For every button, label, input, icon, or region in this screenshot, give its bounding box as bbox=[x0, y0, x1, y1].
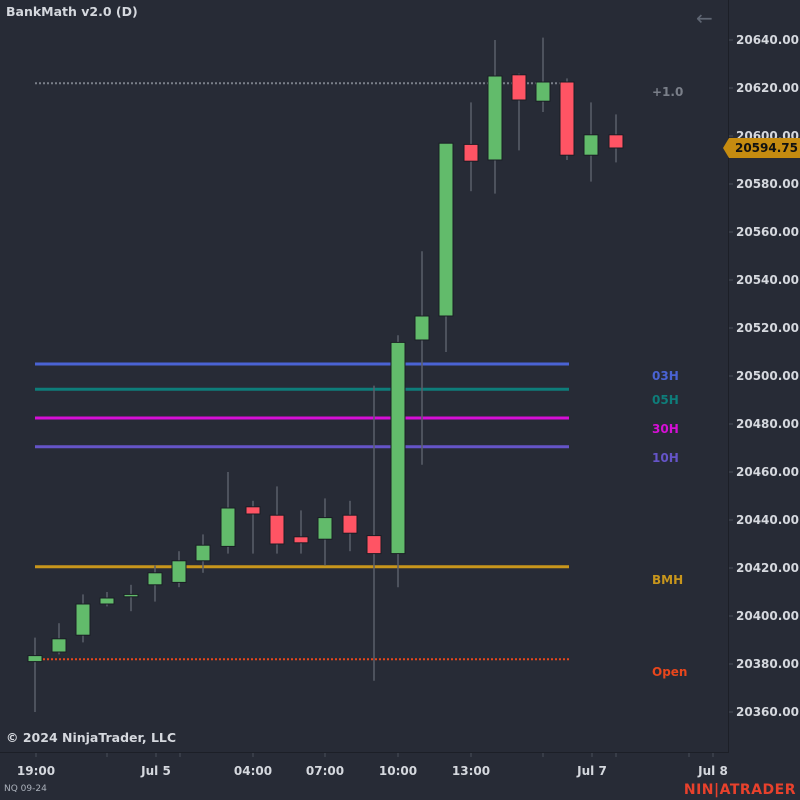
level-label-open: Open bbox=[652, 665, 688, 679]
level-label-bmh: BMH bbox=[652, 573, 684, 587]
axis-frame bbox=[0, 0, 733, 757]
candle bbox=[342, 500, 358, 552]
candle bbox=[366, 385, 382, 681]
candle bbox=[269, 486, 285, 554]
price-tick-label: 20560.00 bbox=[736, 225, 800, 239]
candle bbox=[608, 114, 624, 163]
level-lines bbox=[35, 82, 569, 661]
candle bbox=[390, 335, 406, 588]
price-tick-label: 20380.00 bbox=[736, 657, 800, 671]
candle bbox=[171, 551, 187, 588]
time-tick-label: 13:00 bbox=[451, 764, 491, 778]
level-label-03h: 03H bbox=[652, 369, 679, 383]
candle bbox=[317, 498, 333, 566]
fib-extension-label: +1.0 bbox=[652, 85, 684, 99]
candle bbox=[27, 637, 43, 712]
price-tick-label: 20620.00 bbox=[736, 81, 800, 95]
time-tick-label: 19:00 bbox=[16, 764, 56, 778]
time-tick-label: Jul 7 bbox=[577, 764, 607, 778]
candle bbox=[147, 565, 163, 602]
chart-title: BankMath v2.0 (D) bbox=[6, 4, 138, 19]
copyright-text: © 2024 NinjaTrader, LLC bbox=[6, 730, 177, 745]
candle bbox=[414, 251, 430, 465]
price-tick-label: 20640.00 bbox=[736, 33, 800, 47]
price-tick-label: 20500.00 bbox=[736, 369, 800, 383]
candle bbox=[51, 623, 67, 655]
candle bbox=[75, 594, 91, 643]
time-tick-label: Jul 8 bbox=[698, 764, 728, 778]
candle bbox=[438, 142, 454, 352]
price-tick-label: 20400.00 bbox=[736, 609, 800, 623]
time-tick-label: 07:00 bbox=[305, 764, 345, 778]
ninjatrader-logo: NIN|ATRADER bbox=[683, 782, 796, 798]
back-arrow-icon[interactable]: ← bbox=[696, 6, 713, 30]
level-label-30h: 30H bbox=[652, 422, 679, 436]
candle bbox=[245, 500, 261, 554]
price-tick-label: 20540.00 bbox=[736, 273, 800, 287]
candle bbox=[583, 102, 599, 182]
price-tick-label: 20420.00 bbox=[736, 561, 800, 575]
time-tick-label: 10:00 bbox=[378, 764, 418, 778]
candle bbox=[463, 102, 479, 192]
candle bbox=[293, 510, 309, 554]
price-tick-label: 20460.00 bbox=[736, 465, 800, 479]
candle bbox=[220, 472, 236, 554]
current-price-tag: 20594.75 bbox=[723, 138, 800, 158]
price-tick-label: 20480.00 bbox=[736, 417, 800, 431]
candle bbox=[195, 534, 211, 573]
candle bbox=[559, 78, 575, 160]
candle bbox=[487, 40, 503, 194]
candle bbox=[123, 584, 139, 612]
time-tick-label: Jul 5 bbox=[141, 764, 171, 778]
price-tick-label: 20580.00 bbox=[736, 177, 800, 191]
candle bbox=[511, 73, 527, 151]
price-tick-label: 20360.00 bbox=[736, 705, 800, 719]
candle bbox=[535, 37, 551, 112]
candlesticks bbox=[27, 37, 624, 712]
price-tick-label: 20440.00 bbox=[736, 513, 800, 527]
instrument-label: NQ 09-24 bbox=[4, 784, 47, 794]
candle bbox=[99, 592, 115, 607]
level-label-05h: 05H bbox=[652, 393, 679, 407]
time-tick-label: 04:00 bbox=[233, 764, 273, 778]
price-tick-label: 20520.00 bbox=[736, 321, 800, 335]
level-label-10h: 10H bbox=[652, 451, 679, 465]
